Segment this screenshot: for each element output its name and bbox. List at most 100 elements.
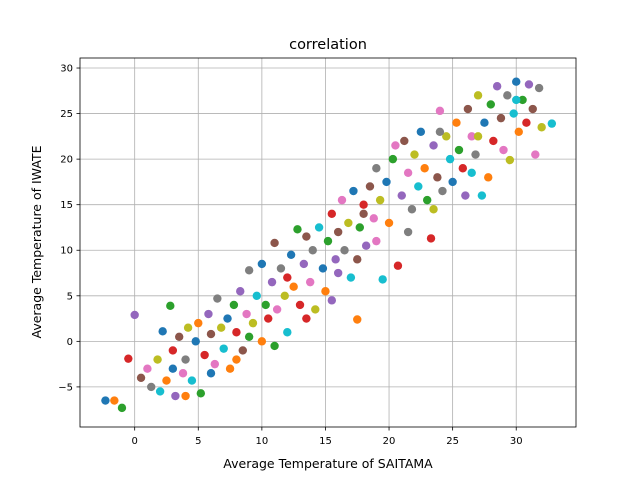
scatter-point (458, 164, 468, 173)
chart-title: correlation (289, 37, 367, 53)
scatter-point (435, 106, 445, 116)
scatter-point (480, 118, 489, 127)
scatter-point (499, 145, 508, 155)
scatter-point (361, 241, 371, 250)
x-tick-label: 5 (195, 436, 201, 447)
scatter-point (216, 323, 226, 332)
scatter-point (225, 364, 235, 373)
scatter-point (314, 223, 324, 232)
scatter-point (349, 186, 358, 196)
scatter-point (528, 104, 537, 114)
scatter-point (302, 314, 311, 323)
scatter-point (210, 359, 220, 369)
scatter-point (333, 268, 343, 278)
scatter-point (372, 164, 381, 173)
scatter-point (327, 209, 337, 218)
y-tick-label: −5 (58, 382, 73, 393)
scatter-point (187, 376, 197, 385)
scatter-point (321, 287, 330, 296)
scatter-point (204, 309, 213, 319)
y-tick-label: 15 (60, 200, 73, 211)
scatter-point (375, 195, 385, 205)
y-tick-label: 25 (60, 109, 73, 120)
scatter-point (323, 236, 333, 246)
scatter-point (236, 287, 245, 296)
plot-frame (79, 57, 577, 428)
scatter-point (117, 403, 127, 413)
scatter-point (168, 346, 178, 355)
grid (80, 58, 576, 427)
scatter-point (175, 332, 184, 341)
scatter-point (416, 127, 426, 136)
points (101, 77, 557, 413)
scatter-point (400, 136, 409, 146)
scatter-point (232, 328, 241, 337)
scatter-point (410, 150, 419, 159)
x-tick-label: 10 (255, 436, 268, 447)
scatter-point (365, 182, 375, 191)
scatter-point (505, 155, 515, 165)
scatter-point (191, 337, 200, 346)
scatter-point (445, 154, 455, 164)
scatter-point (340, 246, 349, 255)
scatter-point (101, 396, 110, 405)
scatter-point (534, 83, 544, 93)
scatter-point (242, 309, 251, 319)
scatter-point (178, 369, 188, 378)
scatter-point (484, 173, 493, 182)
scatter-point (283, 328, 292, 337)
scatter-point (223, 314, 232, 323)
scatter-point (492, 82, 502, 91)
scatter-point (293, 225, 302, 234)
x-tick-label: 0 (131, 436, 137, 447)
x-tick-label: 20 (383, 436, 396, 447)
scatter-point (124, 354, 133, 363)
scatter-point (270, 341, 279, 351)
scatter-point (346, 273, 356, 282)
scatter-point (337, 195, 347, 205)
scatter-point (461, 191, 470, 200)
scatter-point (514, 127, 523, 136)
scatter-point (522, 118, 531, 127)
scatter-point (181, 355, 190, 364)
y-tick-label: 20 (60, 155, 73, 166)
scatter-point (382, 177, 391, 187)
scatter-point (407, 205, 417, 214)
scatter-point (442, 132, 451, 141)
scatter-point (429, 141, 438, 150)
scatter-point (414, 182, 423, 191)
scatter-point (423, 195, 432, 205)
scatter-point (289, 282, 298, 291)
scatter-point (270, 238, 279, 248)
scatter-point (537, 123, 546, 132)
scatter-point (276, 264, 286, 273)
y-tick-label: 10 (60, 246, 73, 257)
scatter-point (353, 255, 362, 264)
scatter-point (272, 305, 282, 314)
x-tick-label: 30 (510, 436, 523, 447)
scatter-point (486, 100, 495, 109)
scatter-point (196, 389, 206, 398)
scatter-point (168, 364, 178, 373)
scatter-point (238, 346, 247, 355)
scatter-point (153, 355, 162, 364)
scatter-point (162, 376, 171, 385)
scatter-point (261, 300, 270, 310)
scatter-point (248, 318, 258, 328)
scatter-point (547, 119, 557, 128)
y-tick-label: 30 (60, 64, 73, 75)
scatter-point (344, 218, 353, 228)
scatter-point (512, 95, 521, 105)
scatter-point (359, 200, 368, 209)
scatter-point (372, 236, 381, 246)
scatter-point (283, 273, 292, 282)
scatter-point (452, 118, 461, 127)
scatter-point (403, 168, 413, 177)
scatter-point (463, 104, 473, 114)
scatter-point (393, 261, 403, 270)
scatter-point (299, 259, 309, 269)
scatter-point (200, 350, 209, 360)
scatter-point (454, 145, 464, 155)
scatter-point (130, 310, 139, 320)
